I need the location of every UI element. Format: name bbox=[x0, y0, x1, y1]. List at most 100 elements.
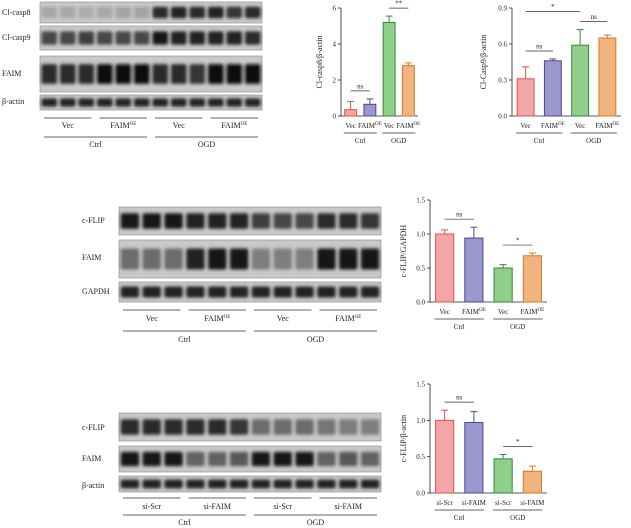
blot-band bbox=[317, 286, 336, 298]
blot-band bbox=[273, 213, 292, 229]
bar bbox=[493, 267, 513, 303]
y-tick-label: 6 bbox=[333, 5, 337, 13]
blot-band bbox=[186, 479, 205, 489]
blot-strip bbox=[39, 55, 263, 93]
blot-band bbox=[229, 286, 249, 298]
x-tick-label: FAIMOE bbox=[462, 308, 486, 316]
bar bbox=[401, 65, 415, 117]
x-group-label: Ctrl bbox=[454, 323, 465, 331]
x-group-label: OGD bbox=[510, 514, 525, 522]
y-tick-label: 0.9 bbox=[498, 5, 507, 13]
blot-band bbox=[142, 451, 161, 467]
blot-band bbox=[120, 213, 140, 229]
blot-band bbox=[317, 213, 336, 229]
blot-band bbox=[295, 419, 314, 435]
blot-band bbox=[152, 64, 169, 84]
blot-strip bbox=[39, 25, 263, 51]
blot-band bbox=[208, 479, 227, 489]
y-tick-label: 0.3 bbox=[498, 77, 507, 85]
x-tick-label: FAIMOE bbox=[521, 308, 545, 316]
blot-band bbox=[339, 286, 358, 298]
bar bbox=[382, 21, 396, 117]
blot-band bbox=[189, 64, 206, 84]
blot-band bbox=[115, 6, 132, 19]
blot-band bbox=[339, 419, 358, 435]
blot-band bbox=[339, 213, 358, 229]
blot-band bbox=[339, 479, 358, 489]
bar bbox=[344, 109, 358, 117]
blot-band bbox=[133, 6, 150, 19]
blot-group-label: Vec bbox=[277, 314, 289, 323]
blot-band bbox=[251, 286, 271, 298]
blot-band bbox=[251, 451, 271, 467]
x-tick-label: Vec bbox=[498, 308, 509, 316]
x-group-label: OGD bbox=[510, 323, 525, 331]
blot-band bbox=[170, 31, 187, 45]
blot-band bbox=[251, 479, 271, 489]
blot-band bbox=[207, 98, 224, 107]
blot-band bbox=[59, 64, 76, 84]
blot-band bbox=[208, 451, 227, 467]
blot-strip-background bbox=[39, 1, 263, 24]
blot-band bbox=[295, 479, 314, 489]
blot-band bbox=[229, 213, 249, 229]
x-tick-label: Vec bbox=[575, 122, 586, 130]
blot-band bbox=[207, 6, 224, 19]
blot-band bbox=[226, 98, 243, 107]
x-tick-label: Vec bbox=[520, 122, 531, 130]
blot-band bbox=[142, 248, 161, 270]
blot-band bbox=[41, 6, 58, 19]
blot-group-label: si-Scr bbox=[273, 502, 292, 511]
blot-row-label: β-actin bbox=[82, 481, 104, 490]
blot-band bbox=[186, 451, 205, 467]
blot-band bbox=[120, 419, 140, 435]
blot-band bbox=[59, 31, 76, 45]
x-tick-label: FAIMOE bbox=[596, 122, 620, 130]
blot-band bbox=[229, 248, 249, 270]
blot-group-label: FAIMOE bbox=[221, 121, 247, 130]
blot-panel-2: c-FLIP FAIM GAPDH Vec FAIMOE Vec FAIMOE Ctrl OGD bbox=[82, 206, 382, 344]
blot-band bbox=[229, 479, 249, 489]
blot-strip bbox=[118, 475, 382, 493]
y-tick-label: 2 bbox=[333, 77, 337, 85]
blot-band bbox=[59, 98, 76, 107]
blot-band bbox=[189, 98, 206, 107]
blot-band bbox=[186, 248, 205, 270]
y-tick-label: 1.5 bbox=[416, 381, 425, 389]
blot-band bbox=[120, 248, 140, 270]
blot-band bbox=[164, 286, 183, 298]
blot-band bbox=[229, 419, 249, 435]
blot-bands bbox=[120, 286, 380, 298]
blot-band bbox=[170, 98, 187, 107]
blot-band bbox=[229, 451, 249, 467]
blot-band bbox=[273, 451, 292, 467]
blot-row-label: c-FLIP bbox=[82, 423, 105, 432]
blot-band bbox=[251, 248, 271, 270]
bar bbox=[363, 103, 377, 117]
x-group-label: Ctrl bbox=[534, 137, 545, 145]
x-group-label: OGD bbox=[391, 137, 406, 145]
blot-bands bbox=[120, 479, 380, 489]
blot-panel-1: Cl-casp8 Cl-casp9 FAIM β-actin Vec FAIMOE Vec F… bbox=[2, 1, 263, 149]
significance-label: ns bbox=[536, 43, 543, 51]
blot-band bbox=[115, 98, 132, 107]
blot-band bbox=[170, 64, 187, 84]
y-axis-label: c-FLIP/GAPDH bbox=[399, 225, 408, 278]
blot-band bbox=[41, 64, 58, 84]
blot-band bbox=[78, 6, 95, 19]
blot-strip-background bbox=[39, 25, 263, 51]
y-axis-label: Cl-casp8/β-actin bbox=[315, 36, 324, 89]
y-tick-label: 0.5 bbox=[416, 265, 425, 273]
blot-band bbox=[244, 64, 261, 84]
blot-band bbox=[189, 6, 206, 19]
y-tick-label: 0.0 bbox=[416, 490, 425, 498]
blot-strip-background bbox=[118, 475, 382, 493]
blot-group-label: Vec bbox=[146, 314, 158, 323]
blot-bands bbox=[120, 451, 380, 467]
blot-group-label: FAIMOE bbox=[110, 121, 136, 130]
blot-band bbox=[170, 6, 187, 19]
blot-band bbox=[360, 213, 380, 229]
blot-band bbox=[208, 248, 227, 270]
blot-band bbox=[360, 419, 380, 435]
